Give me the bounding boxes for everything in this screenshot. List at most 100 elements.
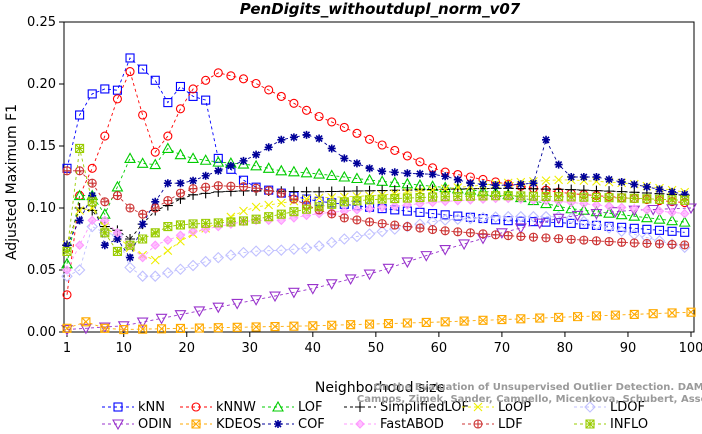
data-point (100, 84, 110, 94)
data-point (377, 140, 387, 150)
data-point (112, 246, 122, 256)
data-point (603, 222, 615, 234)
data-point (112, 191, 122, 201)
data-point (516, 191, 526, 201)
x-tick-label: 80 (557, 341, 574, 356)
data-point (191, 419, 201, 429)
data-point (346, 320, 356, 330)
data-point (75, 206, 84, 215)
data-point (175, 81, 186, 92)
data-point (188, 226, 198, 237)
data-point (213, 181, 223, 191)
data-point (313, 240, 325, 252)
legend-item-inflo: INFLO (574, 417, 648, 432)
data-point (377, 194, 387, 204)
data-point (514, 223, 527, 235)
data-point (516, 231, 526, 241)
data-point (251, 183, 261, 193)
data-point (62, 265, 72, 275)
data-point (314, 202, 324, 212)
data-point (150, 255, 160, 265)
data-point (175, 104, 186, 114)
data-point (250, 245, 262, 257)
data-point (289, 98, 299, 108)
data-point (491, 181, 500, 190)
data-point (617, 237, 627, 247)
legend-label: kNNW (216, 400, 256, 415)
data-point (226, 181, 236, 191)
data-point (642, 182, 651, 191)
data-point (150, 228, 160, 238)
data-point (238, 74, 249, 84)
data-point (667, 195, 677, 205)
data-point (176, 179, 185, 188)
watermark: On the Evaluation of Unsupervised Outlie… (357, 382, 702, 405)
data-point (163, 179, 172, 188)
data-point (491, 191, 501, 201)
data-point (136, 157, 149, 168)
data-point (680, 190, 689, 199)
data-point (453, 175, 462, 184)
data-point (516, 180, 525, 189)
data-point (125, 67, 135, 77)
data-point (604, 193, 614, 203)
data-point (339, 122, 349, 132)
data-point (201, 182, 211, 192)
data-point (156, 324, 167, 334)
data-point (289, 321, 299, 331)
data-point (313, 167, 326, 179)
data-point (187, 152, 199, 163)
data-point (465, 191, 475, 201)
data-point (287, 165, 300, 177)
data-point (174, 310, 187, 321)
data-point (126, 253, 135, 262)
data-point (478, 229, 488, 239)
axes: 1 10 20 30 40 50 60 70 80 90 100 0.00 0.05 0.10 0.15 0.… (27, 15, 702, 356)
data-point (237, 246, 250, 259)
data-point (264, 200, 274, 210)
data-point (466, 179, 475, 188)
data-point (363, 173, 376, 185)
data-point (327, 199, 337, 209)
data-point (464, 212, 477, 225)
data-point (201, 218, 211, 228)
data-point (100, 131, 110, 141)
data-point (119, 324, 129, 335)
legend-item-knnw: kNNW (180, 400, 256, 415)
data-point (377, 202, 387, 213)
data-point (325, 236, 338, 249)
data-point (175, 230, 186, 241)
data-point (289, 133, 298, 142)
data-point (516, 216, 526, 226)
data-point (355, 402, 365, 412)
data-point (629, 309, 639, 319)
data-point (87, 197, 97, 207)
data-point (478, 315, 488, 325)
data-point (528, 217, 538, 227)
data-point (440, 184, 450, 194)
data-point (163, 131, 173, 141)
data-point (226, 71, 236, 81)
data-point (327, 117, 337, 127)
data-point (452, 213, 464, 226)
data-point (565, 212, 578, 225)
data-point (655, 185, 664, 194)
legend-item-knn: kNN (102, 400, 165, 415)
data-point (251, 202, 261, 212)
data-point (88, 191, 97, 200)
data-point (63, 241, 71, 250)
data-point (112, 419, 124, 431)
data-point (338, 170, 351, 182)
data-point (163, 222, 173, 232)
data-point (124, 152, 136, 163)
data-point (187, 259, 199, 272)
data-point (287, 287, 300, 299)
data-point (302, 130, 311, 139)
data-point (276, 188, 286, 198)
data-point (199, 255, 212, 268)
data-point (402, 222, 412, 232)
data-point (238, 182, 249, 192)
series-line (66, 70, 685, 295)
series-line (66, 216, 685, 277)
